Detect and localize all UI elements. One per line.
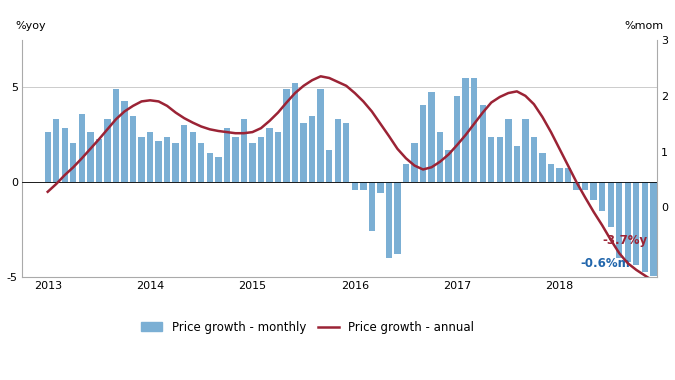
Bar [104,119,111,182]
Bar [138,137,144,182]
Bar [394,182,401,254]
Bar [198,142,205,182]
Legend: Price growth - monthly, Price growth - annual: Price growth - monthly, Price growth - a… [136,316,479,339]
Bar [87,132,94,182]
Bar [284,89,290,182]
Bar [403,164,409,182]
Bar [642,182,648,272]
Bar [317,89,324,182]
Bar [61,128,68,182]
Bar [326,150,332,182]
Bar [172,142,179,182]
Bar [147,132,153,182]
Bar [377,182,383,193]
Bar [343,123,350,182]
Bar [505,119,512,182]
Bar [45,132,51,182]
Bar [531,137,537,182]
Bar [369,182,375,231]
Bar [599,182,605,211]
Bar [155,141,162,182]
Bar [122,101,128,182]
Bar [429,92,435,182]
Bar [385,182,392,258]
Bar [223,128,230,182]
Bar [539,154,545,182]
Bar [556,168,563,182]
Bar [446,150,452,182]
Bar [497,137,503,182]
Bar [514,146,520,182]
Bar [267,128,273,182]
Text: %mom: %mom [624,21,663,30]
Text: -0.6%m: -0.6%m [580,257,630,270]
Bar [608,182,614,227]
Bar [78,114,85,182]
Bar [624,182,631,261]
Bar [633,182,639,265]
Bar [300,123,307,182]
Bar [292,83,298,182]
Bar [352,182,358,190]
Text: %yoy: %yoy [16,21,47,30]
Bar [53,119,59,182]
Bar [591,182,597,200]
Bar [548,164,554,182]
Bar [471,78,477,182]
Bar [479,105,486,182]
Bar [335,119,341,182]
Bar [309,116,315,182]
Bar [249,142,256,182]
Bar [650,182,657,276]
Bar [130,116,136,182]
Bar [181,125,188,182]
Bar [258,137,264,182]
Bar [275,132,281,182]
Bar [582,182,589,190]
Bar [360,182,367,190]
Bar [190,132,196,182]
Bar [232,137,238,182]
Bar [70,142,76,182]
Text: -3.7%y: -3.7%y [603,234,647,247]
Bar [164,137,170,182]
Bar [207,154,213,182]
Bar [522,119,529,182]
Bar [113,89,119,182]
Bar [215,157,221,182]
Bar [462,78,469,182]
Bar [96,139,102,182]
Bar [420,105,426,182]
Bar [488,137,495,182]
Bar [565,168,571,182]
Bar [573,182,580,190]
Bar [241,119,247,182]
Bar [437,132,443,182]
Bar [454,96,460,182]
Bar [411,142,418,182]
Bar [616,182,622,258]
